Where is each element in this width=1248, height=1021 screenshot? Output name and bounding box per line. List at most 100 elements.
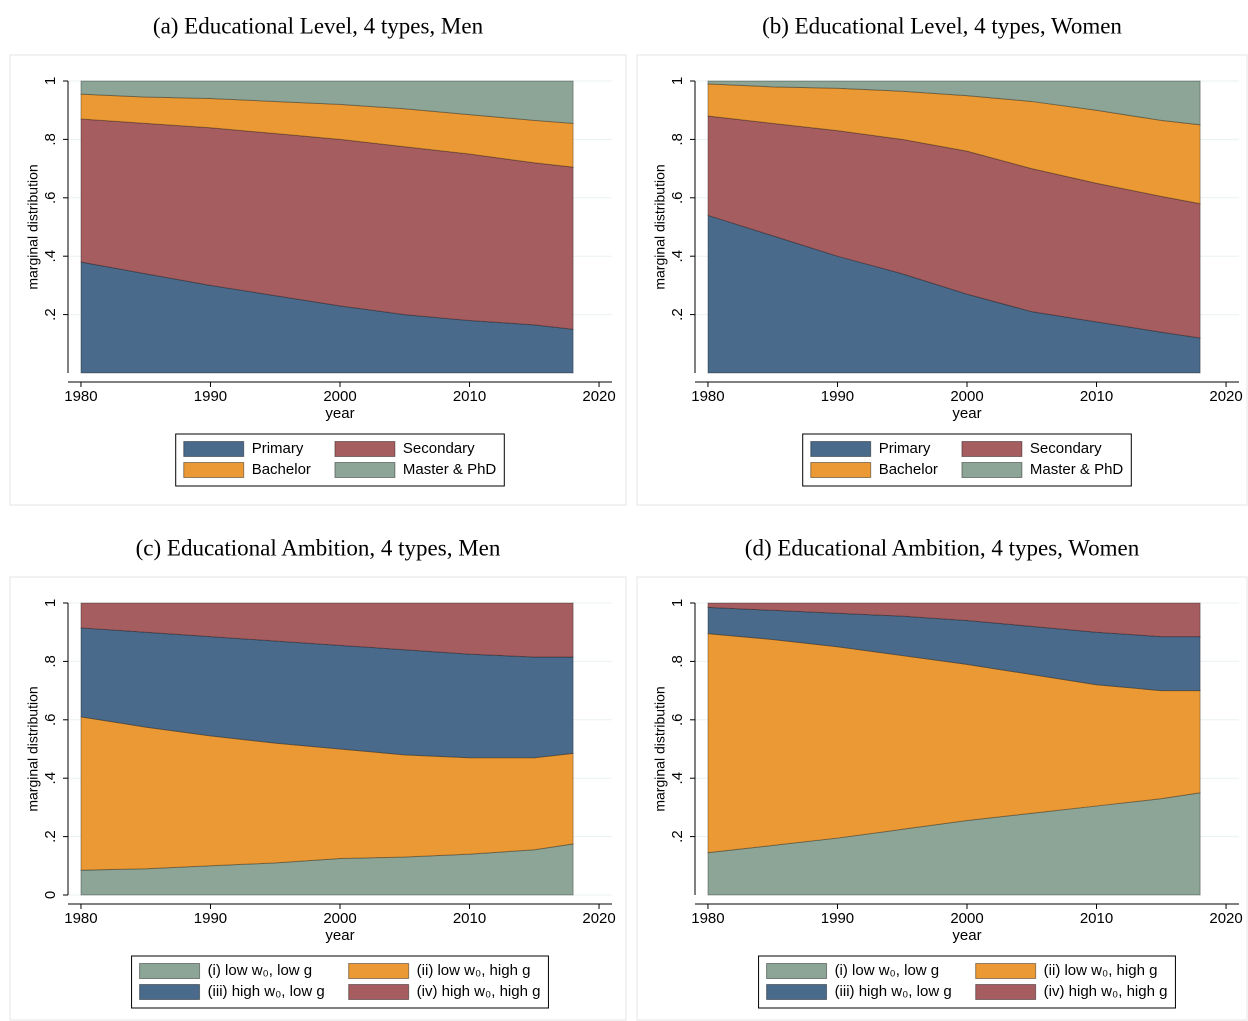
area: [80, 627, 574, 759]
y-tick-label: .2: [669, 830, 686, 843]
x-tick-label: 2010: [1080, 388, 1113, 405]
y-tick-label: .2: [669, 308, 686, 321]
area: [707, 633, 1201, 854]
legend-swatch: [183, 462, 245, 478]
y-axis-label: marginal distribution: [25, 686, 41, 811]
x-axis-label: year: [325, 927, 354, 944]
panel: .2 .4 .6 .8 1 marginal distribution 1980 1990 20…: [636, 54, 1248, 506]
panel: 0 .2 .4 .6 .8 1 marginal distribution 1980 1990 2…: [9, 576, 627, 1021]
y-tick-label: .6: [42, 192, 59, 205]
legend-frame: [758, 955, 1176, 1009]
x-tick-label: 1980: [64, 910, 97, 927]
area: [80, 93, 574, 168]
x-tick-label: 1990: [194, 388, 227, 405]
y-axis-label: marginal distribution: [652, 686, 668, 811]
legend-swatch: [334, 462, 396, 478]
panel: .2 .4 .6 .8 1 marginal distribution 1980 1990 20…: [636, 576, 1248, 1021]
area: [707, 214, 1201, 374]
y-tick-label: .4: [42, 772, 59, 785]
y-tick-label: .4: [669, 772, 686, 785]
panel-title: (d) Educational Ambition, 4 types, Women: [745, 535, 1140, 560]
y-tick-label: .8: [669, 133, 686, 146]
legend-label: Secondary: [1030, 440, 1102, 457]
y-tick-label: .8: [42, 133, 59, 146]
legend-label: (i) low w₀, low g: [208, 962, 313, 979]
legend-frame: [131, 955, 549, 1009]
area: [707, 83, 1201, 205]
legend-swatch: [975, 963, 1037, 979]
x-tick-label: 2010: [453, 910, 486, 927]
x-tick-label: 1990: [821, 910, 854, 927]
legend-swatch: [766, 984, 828, 1000]
y-tick-label: .8: [669, 655, 686, 668]
x-axis-label: year: [952, 405, 981, 422]
legend-label: Master & PhD: [1030, 461, 1124, 478]
x-tick-label: 2000: [950, 388, 983, 405]
panel-title: (b) Educational Level, 4 types, Women: [762, 13, 1122, 38]
panel-title: (a) Educational Level, 4 types, Men: [153, 13, 484, 38]
x-tick-label: 2020: [1209, 388, 1242, 405]
panel: .2 .4 .6 .8 1 marginal distribution 1980 1990 20…: [9, 54, 627, 506]
legend-swatch: [810, 441, 872, 457]
area: [80, 716, 574, 871]
legend-label: (iv) high w₀, high g: [417, 983, 541, 1000]
x-axis-label: year: [325, 405, 354, 422]
x-tick-label: 2020: [582, 388, 615, 405]
panel-title: (c) Educational Ambition, 4 types, Men: [136, 535, 501, 560]
y-tick-label: 1: [42, 77, 59, 85]
area: [80, 118, 574, 330]
legend-swatch: [334, 441, 396, 457]
legend: (i) low w₀, low g (ii) low w₀, high g (iii…: [131, 955, 549, 1009]
legend-label: (ii) low w₀, high g: [1044, 962, 1158, 979]
x-tick-label: 1980: [691, 388, 724, 405]
y-tick-label: .6: [669, 192, 686, 205]
area: [707, 602, 1201, 638]
x-tick-label: 1980: [64, 388, 97, 405]
x-tick-label: 2000: [323, 910, 356, 927]
legend-label: Bachelor: [252, 461, 311, 478]
area: [707, 80, 1201, 126]
legend-swatch: [766, 963, 828, 979]
legend-swatch: [961, 462, 1023, 478]
legend-swatch: [139, 963, 201, 979]
x-tick-label: 2000: [323, 388, 356, 405]
x-tick-label: 1990: [821, 388, 854, 405]
legend-swatch: [810, 462, 872, 478]
x-tick-label: 2020: [1209, 910, 1242, 927]
legend-label: (ii) low w₀, high g: [417, 962, 531, 979]
y-tick-label: .6: [42, 714, 59, 727]
legend-swatch: [348, 984, 410, 1000]
y-tick-label: 1: [669, 599, 686, 607]
x-tick-label: 2000: [950, 910, 983, 927]
y-tick-label: .4: [669, 250, 686, 263]
legend-label: (iii) high w₀, low g: [835, 983, 952, 1000]
y-tick-label: 1: [669, 77, 686, 85]
x-tick-label: 1980: [691, 910, 724, 927]
area: [80, 602, 574, 658]
legend: Primary Secondary Bachelor Master & PhD: [802, 433, 1132, 487]
y-tick-label: .6: [669, 714, 686, 727]
legend-swatch: [961, 441, 1023, 457]
x-axis-label: year: [952, 927, 981, 944]
x-tick-label: 2010: [1080, 910, 1113, 927]
legend: Primary Secondary Bachelor Master & PhD: [175, 433, 505, 487]
y-axis-label: marginal distribution: [652, 164, 668, 289]
legend-label: Primary: [252, 440, 304, 457]
y-tick-label: .8: [42, 655, 59, 668]
legend-label: (i) low w₀, low g: [835, 962, 940, 979]
y-tick-label: 0: [42, 891, 59, 899]
legend-label: Bachelor: [879, 461, 938, 478]
legend-label: Master & PhD: [403, 461, 497, 478]
y-tick-label: .4: [42, 250, 59, 263]
legend-swatch: [183, 441, 245, 457]
y-tick-label: .2: [42, 830, 59, 843]
legend-label: (iii) high w₀, low g: [208, 983, 325, 1000]
area: [707, 115, 1201, 339]
area: [707, 606, 1201, 692]
legend-swatch: [139, 984, 201, 1000]
legend-swatch: [348, 963, 410, 979]
legend: (i) low w₀, low g (ii) low w₀, high g (iii…: [758, 955, 1176, 1009]
legend-swatch: [975, 984, 1037, 1000]
y-tick-label: 1: [42, 599, 59, 607]
